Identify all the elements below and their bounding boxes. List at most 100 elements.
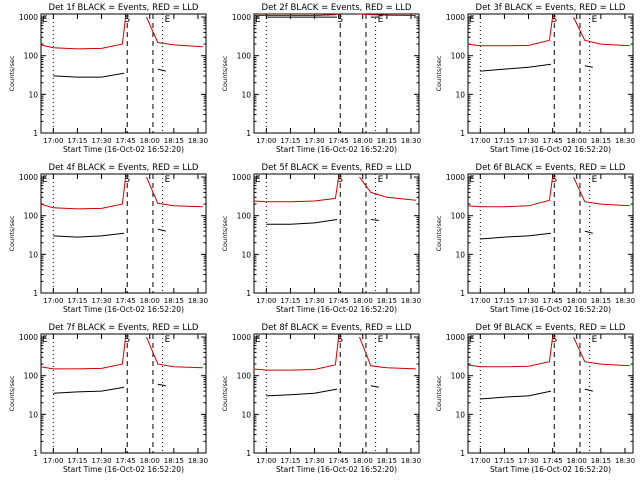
chart-panel: Det 3f BLACK = Events, RED = LLD 1 10 100 10… — [435, 3, 635, 154]
chart-panel: Det 4f BLACK = Events, RED = LLD 1 10 100 10… — [8, 163, 208, 314]
x-tick-label: 17:15 — [67, 457, 87, 465]
plot-frame — [40, 13, 207, 134]
x-tick-label: 18:30 — [615, 297, 635, 305]
series-line-events — [584, 65, 593, 68]
y-axis-label: Counts/sec — [435, 215, 443, 251]
interval-marker-e: E — [165, 335, 171, 345]
x-tick-label: 18:15 — [591, 137, 611, 145]
interval-marker-e: E — [469, 175, 475, 185]
x-tick-label: 18:30 — [401, 297, 421, 305]
series-line-lld — [146, 176, 203, 208]
x-tick-label: 18:00 — [567, 457, 587, 465]
plot-frame — [40, 333, 207, 454]
x-tick-label: 17:30 — [91, 297, 111, 305]
y-axis-label: Counts/sec — [8, 375, 16, 411]
x-tick-label: 18:30 — [615, 137, 635, 145]
x-tick-label: 17:00 — [256, 137, 276, 145]
x-axis-label: Start Time (16-Oct-02 16:52:20) — [276, 145, 397, 154]
series-line-events — [480, 63, 552, 72]
y-tick-label: 1 — [460, 289, 465, 298]
interval-marker-e: E — [255, 15, 261, 25]
interval-marker-s: S — [551, 335, 557, 345]
x-tick-label: 18:00 — [353, 137, 373, 145]
y-axis-label: Counts/sec — [8, 215, 16, 251]
series-line-events — [53, 386, 125, 394]
series-line-events — [157, 383, 166, 387]
x-tick-label: 17:45 — [329, 297, 349, 305]
x-tick-label: 17:00 — [43, 137, 63, 145]
y-tick-label: 10 — [241, 410, 251, 419]
series-line-lld — [573, 336, 630, 367]
chart-title: Det 1f BLACK = Events, RED = LLD — [49, 3, 199, 13]
x-tick-label: 17:45 — [543, 457, 563, 465]
y-tick-label: 1 — [33, 129, 38, 138]
x-axis-label: Start Time (16-Oct-02 16:52:20) — [276, 465, 397, 474]
y-tick-label: 100 — [24, 372, 39, 381]
plot-frame — [253, 333, 420, 454]
y-tick-label: 10 — [28, 90, 38, 99]
x-tick-label: 17:15 — [280, 297, 300, 305]
series-line-events — [480, 390, 552, 400]
y-tick-label: 1000 — [19, 333, 38, 342]
chart-title: Det 4f BLACK = Events, RED = LLD — [49, 163, 199, 173]
series-line-events — [266, 219, 338, 225]
y-tick-label: 1000 — [232, 13, 251, 22]
chart-panel: Det 6f BLACK = Events, RED = LLD 1 10 100 10… — [435, 163, 635, 314]
chart-panel: Det 9f BLACK = Events, RED = LLD 1 10 100 10… — [435, 323, 635, 474]
x-tick-label: 17:30 — [518, 297, 538, 305]
series-line-lld — [359, 13, 416, 16]
y-tick-label: 10 — [455, 90, 465, 99]
series-line-events — [53, 72, 125, 78]
x-tick-label: 17:00 — [256, 297, 276, 305]
interval-marker-s: S — [337, 15, 343, 25]
y-tick-label: 100 — [451, 52, 466, 61]
series-line-events — [584, 230, 593, 234]
x-tick-label: 18:15 — [591, 297, 611, 305]
x-tick-label: 17:45 — [329, 137, 349, 145]
y-tick-label: 10 — [28, 250, 38, 259]
interval-marker-e: E — [42, 335, 48, 345]
x-tick-label: 17:15 — [280, 457, 300, 465]
x-tick-label: 17:30 — [91, 137, 111, 145]
x-tick-label: 18:30 — [188, 137, 208, 145]
chart-title: Det 6f BLACK = Events, RED = LLD — [476, 163, 626, 173]
y-tick-label: 100 — [24, 52, 39, 61]
y-tick-label: 10 — [241, 250, 251, 259]
series-line-lld — [253, 13, 339, 16]
y-axis-label: Counts/sec — [221, 215, 229, 251]
interval-marker-e: E — [592, 175, 598, 185]
x-tick-label: 18:00 — [353, 297, 373, 305]
interval-marker-s: S — [124, 15, 130, 25]
y-tick-label: 1 — [246, 289, 251, 298]
interval-marker-e: E — [255, 335, 261, 345]
chart-panel: Det 5f BLACK = Events, RED = LLD 1 10 100 10… — [221, 163, 421, 314]
series-line-events — [157, 228, 166, 232]
series-line-lld — [146, 16, 203, 48]
x-tick-label: 17:30 — [518, 457, 538, 465]
x-tick-label: 17:15 — [494, 457, 514, 465]
x-tick-label: 17:30 — [518, 137, 538, 145]
x-tick-label: 17:00 — [256, 457, 276, 465]
series-line-events — [157, 68, 166, 72]
interval-marker-e: E — [165, 175, 171, 185]
x-axis-label: Start Time (16-Oct-02 16:52:20) — [490, 305, 611, 314]
series-line-lld — [359, 176, 416, 201]
series-line-lld — [573, 16, 630, 47]
x-tick-label: 17:00 — [43, 457, 63, 465]
interval-marker-e: E — [42, 15, 48, 25]
series-line-lld — [467, 177, 554, 208]
interval-marker-s: S — [124, 175, 130, 185]
x-tick-label: 17:00 — [470, 457, 490, 465]
x-tick-label: 18:15 — [377, 137, 397, 145]
interval-marker-e: E — [469, 335, 475, 345]
x-tick-label: 18:30 — [188, 457, 208, 465]
series-line-lld — [467, 17, 554, 47]
x-axis-label: Start Time (16-Oct-02 16:52:20) — [276, 305, 397, 314]
plot-frame — [253, 13, 420, 134]
y-tick-label: 10 — [455, 250, 465, 259]
chart-panel: Det 7f BLACK = Events, RED = LLD 1 10 100 10… — [8, 323, 208, 474]
y-axis-label: Counts/sec — [221, 375, 229, 411]
y-tick-label: 1000 — [232, 173, 251, 182]
interval-marker-e: E — [42, 175, 48, 185]
